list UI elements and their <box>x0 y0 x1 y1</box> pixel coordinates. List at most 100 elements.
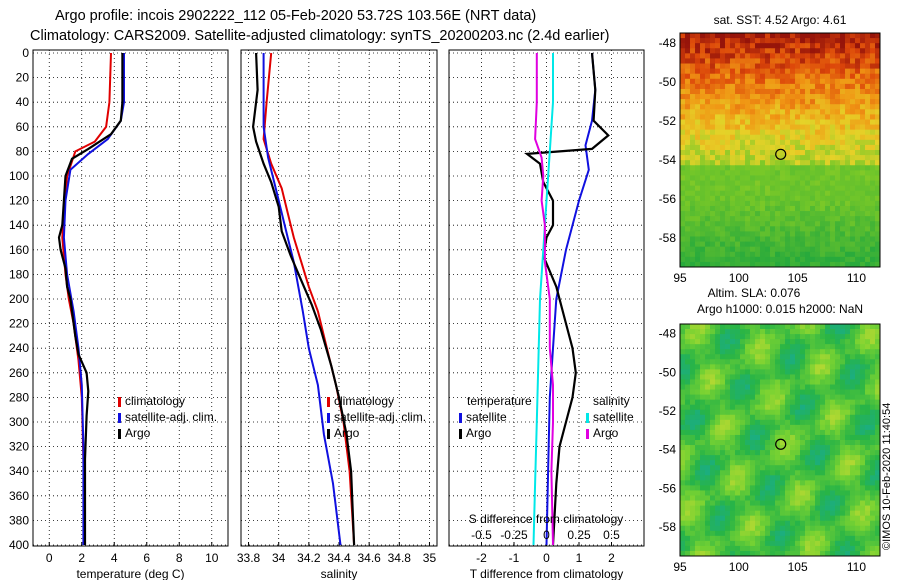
map-cell <box>775 329 781 335</box>
map-cell <box>815 460 821 466</box>
map-cell <box>745 175 751 181</box>
map-cell <box>730 83 736 90</box>
map-cell <box>730 364 736 370</box>
map-cell <box>865 144 871 151</box>
map-cell <box>820 465 826 471</box>
series-line-s-argo <box>534 53 554 546</box>
map-cell <box>765 475 771 481</box>
map-cell <box>745 409 751 416</box>
map-cell <box>755 455 761 461</box>
map-cell <box>690 354 696 360</box>
map-cell <box>685 58 691 64</box>
map-cell <box>755 349 761 355</box>
map-cell <box>860 530 866 537</box>
map-cell <box>870 344 876 350</box>
map-cell <box>775 530 781 537</box>
map-cell <box>840 205 846 212</box>
map-cell <box>795 139 801 146</box>
map-cell <box>810 344 816 350</box>
map-cell <box>710 139 716 146</box>
map-cell <box>730 445 736 451</box>
map-cell <box>810 94 816 100</box>
map-cell <box>680 530 686 537</box>
map-cell <box>855 124 861 131</box>
map-cell <box>775 99 781 105</box>
map-cell <box>850 150 856 156</box>
map-cell <box>735 349 741 355</box>
map-cell <box>740 144 746 151</box>
map-cell <box>760 530 766 537</box>
map-cell <box>750 419 756 426</box>
map-cell <box>720 251 726 258</box>
map-cell <box>840 404 846 411</box>
map-cell <box>830 485 836 491</box>
map-cell <box>715 434 721 441</box>
map-cell <box>820 200 826 207</box>
map-cell <box>770 155 776 161</box>
map-cell <box>820 114 826 120</box>
map-cell <box>800 495 806 501</box>
map-cell <box>680 429 686 436</box>
map-cell <box>810 349 816 355</box>
map-cell <box>870 465 876 471</box>
map-cell <box>720 389 726 396</box>
map-cell <box>805 450 811 456</box>
map-cell <box>750 139 756 146</box>
map-cell <box>790 495 796 501</box>
map-cell <box>840 344 846 350</box>
map-cell <box>715 104 721 110</box>
map-cell <box>810 134 816 141</box>
map-cell <box>855 354 861 360</box>
map-cell <box>780 160 786 166</box>
map-cell <box>780 99 786 105</box>
map-cell <box>705 83 711 90</box>
map-cell <box>845 58 851 64</box>
map-cell <box>830 329 836 335</box>
map-cell <box>835 334 841 340</box>
map-cell <box>680 241 686 248</box>
map-cell <box>715 53 721 59</box>
map-cell <box>855 114 861 120</box>
map-cell <box>730 195 736 202</box>
map-cell <box>755 134 761 141</box>
map-cell <box>695 190 701 197</box>
map-cell <box>725 540 731 547</box>
map-cell <box>740 216 746 222</box>
map-cell <box>875 460 881 466</box>
map-cell <box>690 124 696 131</box>
map-cell <box>785 241 791 248</box>
map-cell <box>690 53 696 59</box>
map-cell <box>875 33 881 39</box>
map-cell <box>800 520 806 527</box>
map-lon-tick: 110 <box>847 560 866 574</box>
map-cell <box>850 124 856 131</box>
map-cell <box>750 500 756 506</box>
map-lon-tick: 100 <box>729 271 749 285</box>
argo-position-marker <box>775 148 787 160</box>
map-cell <box>845 490 851 496</box>
map-cell <box>720 500 726 506</box>
map-cell <box>800 354 806 360</box>
map-cell <box>820 180 826 187</box>
map-cell <box>710 246 716 253</box>
map-cell <box>870 440 876 446</box>
map-cell <box>725 515 731 522</box>
map-cell <box>725 460 731 466</box>
map-cell <box>755 550 761 557</box>
map-cell <box>840 155 846 161</box>
map-cell <box>810 211 816 217</box>
map-cell <box>855 530 861 537</box>
map-cell <box>760 404 766 411</box>
map-cell <box>865 394 871 401</box>
map-cell <box>725 251 731 258</box>
map-cell <box>815 144 821 151</box>
map-cell <box>820 88 826 95</box>
map-cell <box>875 465 881 471</box>
map-cell <box>805 185 811 192</box>
map-cell <box>770 440 776 446</box>
map-cell <box>775 414 781 421</box>
map-cell <box>825 251 831 258</box>
map-cell <box>775 165 781 171</box>
map-cell <box>810 334 816 340</box>
map-cell <box>795 500 801 506</box>
